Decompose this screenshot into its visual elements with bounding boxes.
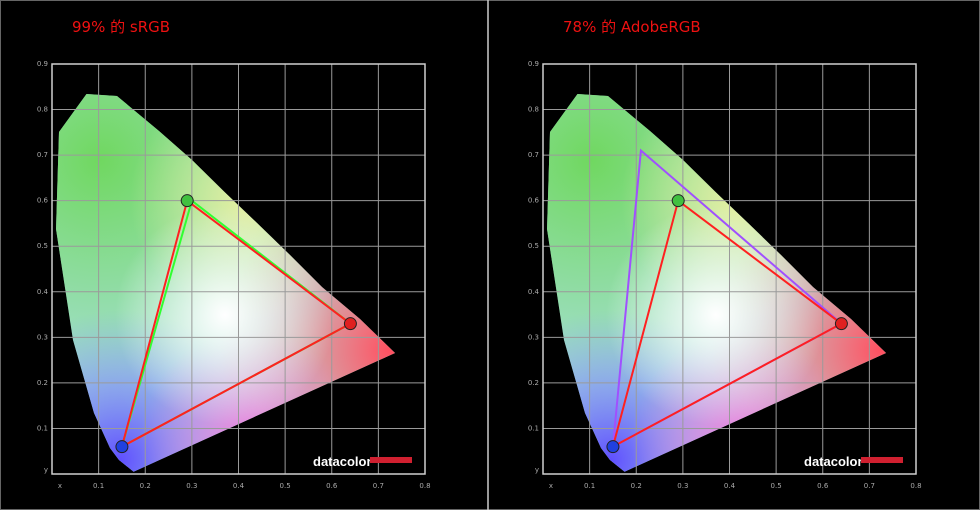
y-tick-label: 0.6 <box>37 197 49 205</box>
y-axis-label: y <box>44 466 48 474</box>
vertex-marker <box>606 440 620 454</box>
x-tick-label: 0.6 <box>326 482 338 490</box>
x-tick-label: 0.8 <box>419 482 430 490</box>
vertex-marker <box>671 194 685 208</box>
x-tick-label: 0.1 <box>93 482 104 490</box>
x-tick-label: 0.7 <box>864 482 875 490</box>
y-tick-label: 0.2 <box>37 379 48 387</box>
y-tick-label: 0.8 <box>528 106 539 114</box>
y-tick-label: 0.1 <box>528 424 539 432</box>
vertex-marker <box>115 440 129 454</box>
chart-title: 78% 的 AdobeRGB <box>563 18 701 36</box>
y-tick-label: 0.1 <box>37 424 48 432</box>
y-tick-label: 0.4 <box>528 288 540 296</box>
y-tick-label: 0.5 <box>528 242 539 250</box>
watermark: datacolor <box>313 454 372 469</box>
watermark-bar <box>861 457 903 463</box>
x-tick-label: 0.5 <box>280 482 291 490</box>
watermark: datacolor <box>804 454 863 469</box>
y-tick-label: 0.5 <box>37 242 48 250</box>
plot-frame <box>51 63 426 475</box>
y-tick-label: 0.6 <box>528 197 540 205</box>
y-tick-label: 0.3 <box>528 333 539 341</box>
x-tick-label: 0.8 <box>910 482 921 490</box>
x-axis-label: x <box>549 482 553 490</box>
chart-title: 99% 的 sRGB <box>72 18 170 36</box>
x-tick-label: 0.3 <box>186 482 197 490</box>
x-tick-label: 0.2 <box>140 482 151 490</box>
y-axis-label: y <box>535 466 539 474</box>
y-tick-label: 0.8 <box>37 106 48 114</box>
x-tick-label: 0.7 <box>373 482 384 490</box>
x-tick-label: 0.4 <box>724 482 736 490</box>
x-tick-label: 0.6 <box>817 482 829 490</box>
x-tick-label: 0.3 <box>677 482 688 490</box>
vertex-marker <box>180 194 194 208</box>
y-tick-label: 0.9 <box>528 60 539 68</box>
vertex-marker <box>343 317 357 331</box>
x-tick-label: 0.4 <box>233 482 245 490</box>
vertex-marker <box>834 317 848 331</box>
y-tick-label: 0.9 <box>37 60 48 68</box>
y-tick-label: 0.2 <box>528 379 539 387</box>
plot-frame <box>542 63 917 475</box>
x-axis-label: x <box>58 482 62 490</box>
x-tick-label: 0.2 <box>631 482 642 490</box>
gamut-triangle <box>611 198 844 449</box>
x-tick-label: 0.1 <box>584 482 595 490</box>
gamut-triangle <box>120 198 353 449</box>
watermark-bar <box>370 457 412 463</box>
y-tick-label: 0.7 <box>528 151 539 159</box>
y-tick-label: 0.3 <box>37 333 48 341</box>
y-tick-label: 0.7 <box>37 151 48 159</box>
y-tick-label: 0.4 <box>37 288 49 296</box>
x-tick-label: 0.5 <box>771 482 782 490</box>
